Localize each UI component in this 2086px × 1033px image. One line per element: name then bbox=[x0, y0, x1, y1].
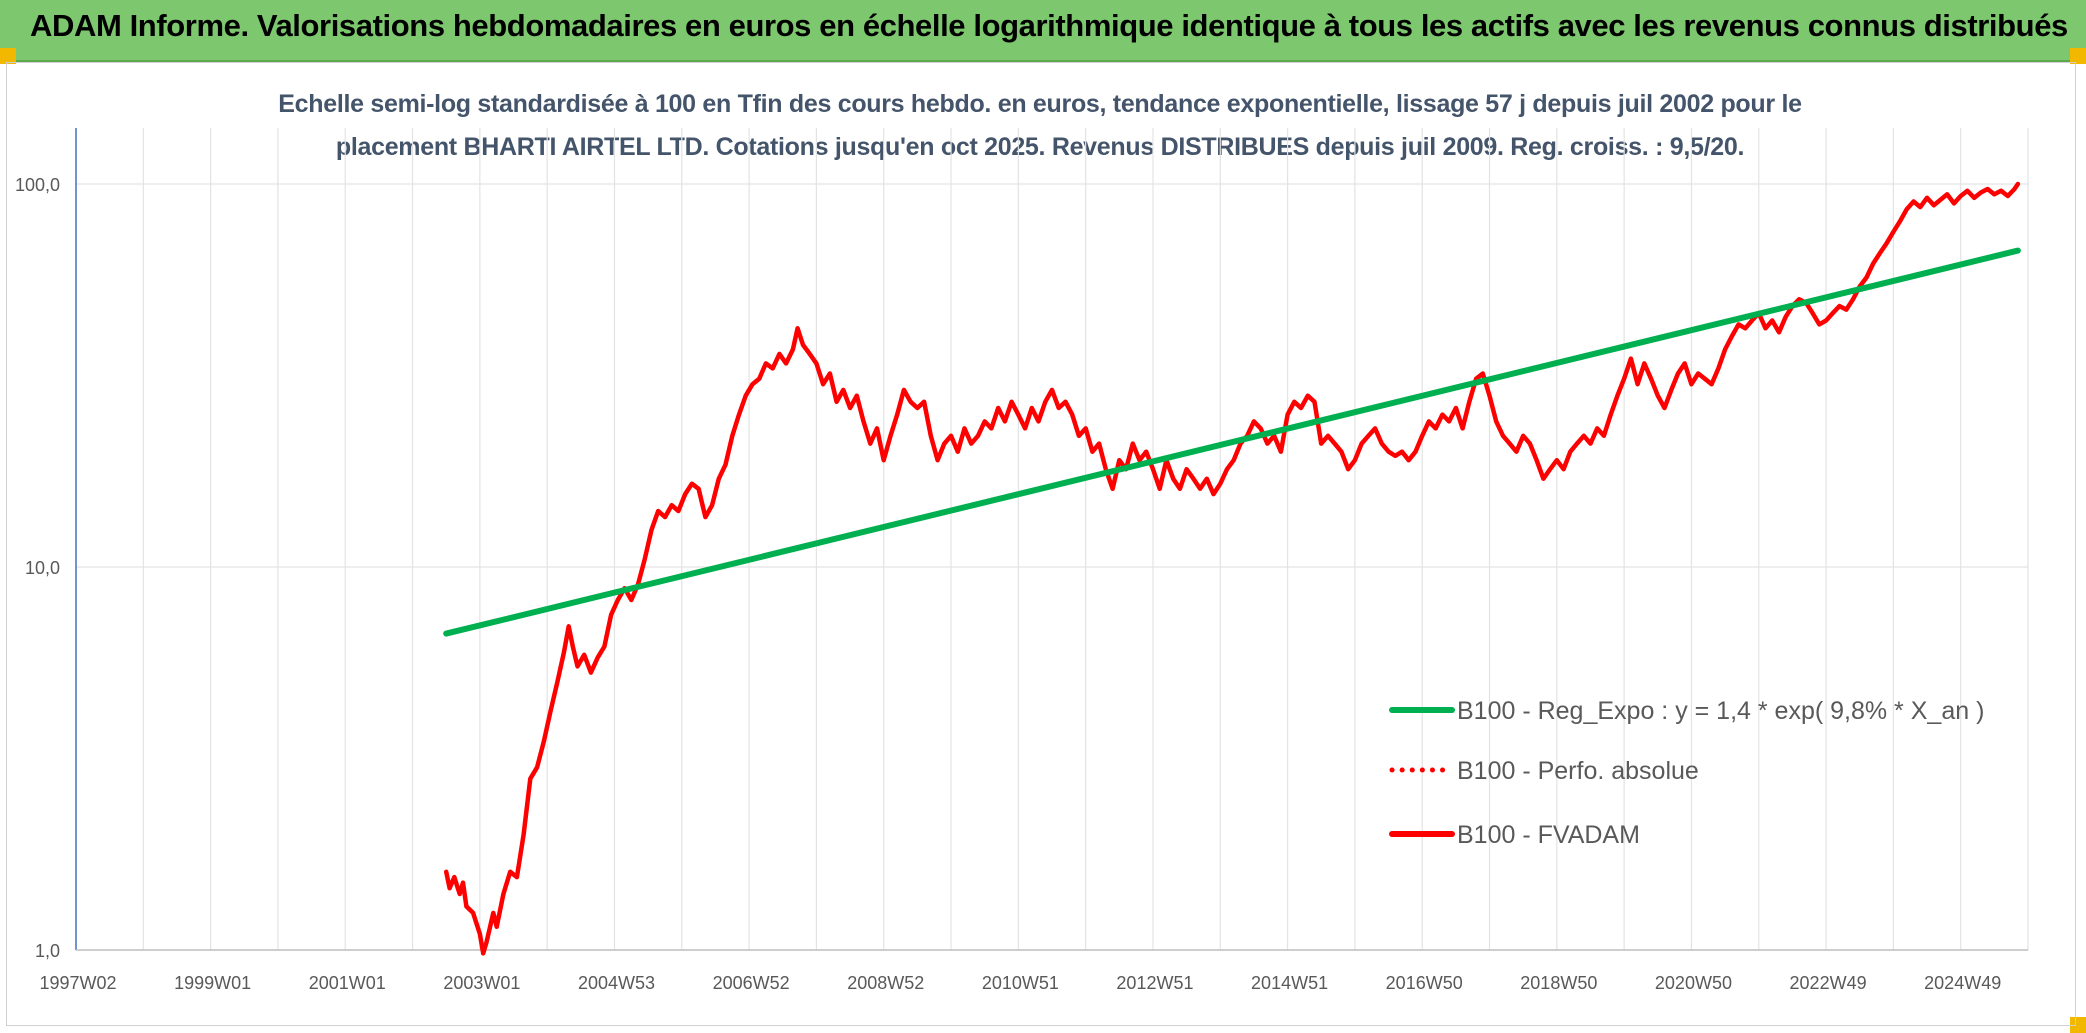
series-line-0 bbox=[443, 247, 2021, 637]
x-tick-label: 2022W49 bbox=[1790, 973, 1867, 993]
corner-marker-right bbox=[2070, 48, 2086, 64]
x-tick-label: 2001W01 bbox=[309, 973, 386, 993]
y-tick-labels: 1,0 10,0 100,0 bbox=[15, 175, 60, 961]
x-tick-label: 2016W50 bbox=[1386, 973, 1463, 993]
page-title: ADAM Informe. Valorisations hebdomadaire… bbox=[30, 8, 2068, 43]
x-tick-label: 1997W02 bbox=[39, 973, 116, 993]
y-tick-label: 10,0 bbox=[25, 558, 60, 578]
legend-label-0: B100 - Reg_Expo : y = 1,4 * exp( 9,8% * … bbox=[1457, 697, 1984, 725]
x-tick-label: 2008W52 bbox=[847, 973, 924, 993]
y-tick-label: 1,0 bbox=[35, 941, 60, 961]
x-tick-label: 2020W50 bbox=[1655, 973, 1732, 993]
corner-marker-bottom-right bbox=[2070, 1017, 2086, 1033]
series-line-2 bbox=[443, 181, 2021, 956]
chart-frame bbox=[6, 62, 2076, 1026]
x-tick-label: 2012W51 bbox=[1116, 973, 1193, 993]
vertical-gridlines bbox=[75, 128, 2029, 950]
horizontal-gridlines bbox=[76, 183, 2028, 951]
series-group bbox=[443, 181, 2021, 956]
legend-label-2: B100 - FVADAM bbox=[1457, 821, 1640, 849]
legend: B100 - Reg_Expo : y = 1,4 * exp( 9,8% * … bbox=[1389, 697, 1984, 849]
x-tick-label: 2024W49 bbox=[1924, 973, 2001, 993]
x-tick-label: 2004W53 bbox=[578, 973, 655, 993]
corner-marker-left bbox=[0, 48, 16, 64]
legend-label-1: B100 - Perfo. absolue bbox=[1457, 757, 1699, 785]
x-tick-label: 1999W01 bbox=[174, 973, 251, 993]
x-tick-label: 2014W51 bbox=[1251, 973, 1328, 993]
chart-title-line-2: placement BHARTI AIRTEL LTD. Cotations j… bbox=[335, 133, 1745, 161]
header-banner: ADAM Informe. Valorisations hebdomadaire… bbox=[0, 0, 2086, 62]
x-tick-label: 2006W52 bbox=[713, 973, 790, 993]
y-tick-label: 100,0 bbox=[15, 175, 60, 195]
x-tick-label: 2018W50 bbox=[1520, 973, 1597, 993]
x-tick-label: 2010W51 bbox=[982, 973, 1059, 993]
chart-title-line-1: Echelle semi-log standardisée à 100 en T… bbox=[278, 90, 1802, 118]
x-tick-labels: 1997W02 1999W01 2001W01 2003W01 2004W53 2006W… bbox=[39, 973, 2001, 993]
x-tick-label: 2003W01 bbox=[443, 973, 520, 993]
